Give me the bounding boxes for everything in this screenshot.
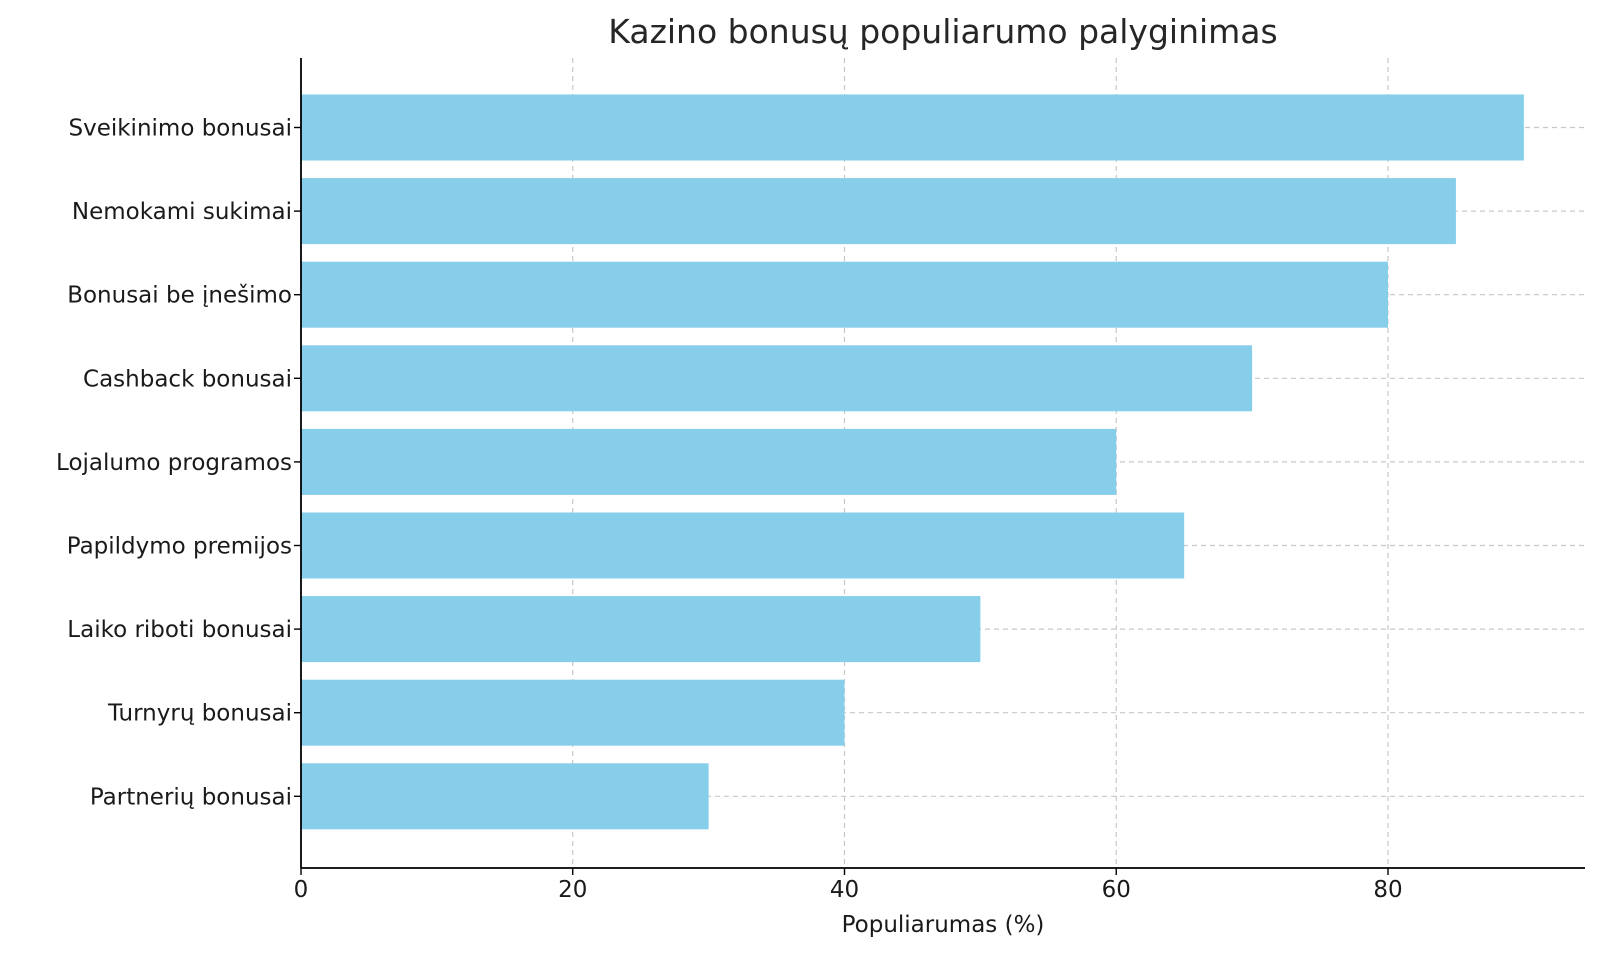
- bar: [301, 763, 709, 830]
- bar: [301, 679, 845, 746]
- bar: [301, 345, 1253, 412]
- ticks: 0 20 40 60 80 Sveikinimo bonusai Nemokami suki…: [56, 116, 1403, 904]
- bar: [301, 428, 1117, 495]
- axes: [300, 58, 1585, 869]
- y-tick-label: Laiko riboti bonusai: [67, 617, 292, 643]
- bar: [301, 94, 1524, 161]
- x-tick-label: 60: [1102, 877, 1131, 903]
- x-tick-label: 80: [1373, 877, 1402, 903]
- bars: [301, 94, 1524, 830]
- x-tick-label: 20: [558, 877, 587, 903]
- bar: [301, 596, 981, 663]
- x-tick-label: 0: [294, 877, 309, 903]
- y-tick-label: Sveikinimo bonusai: [68, 116, 292, 142]
- chart-title: Kazino bonusų populiarumo palyginimas: [608, 12, 1277, 51]
- y-tick-label: Partnerių bonusai: [90, 784, 292, 810]
- y-tick-label: Turnyrų bonusai: [107, 701, 292, 727]
- bar: [301, 261, 1388, 328]
- bar: [301, 512, 1185, 579]
- y-tick-label: Cashback bonusai: [83, 366, 292, 392]
- y-tick-label: Bonusai be įnešimo: [67, 283, 292, 309]
- bar: [301, 178, 1456, 245]
- y-tick-label: Lojalumo programos: [56, 450, 292, 476]
- y-tick-label: Papildymo premijos: [67, 534, 292, 560]
- x-axis-label: Populiarumas (%): [842, 912, 1045, 938]
- x-tick-label: 40: [830, 877, 859, 903]
- y-tick-label: Nemokami sukimai: [72, 199, 292, 225]
